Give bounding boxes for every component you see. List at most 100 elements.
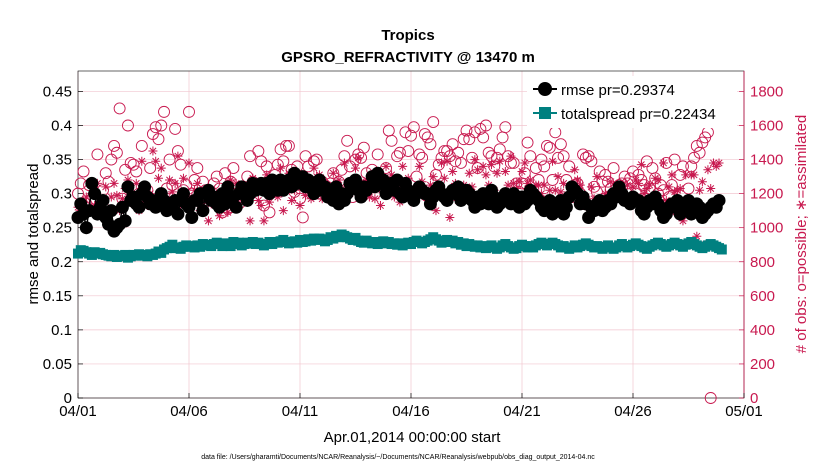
assimilated-obs-point bbox=[167, 187, 177, 197]
assimilated-obs-point bbox=[131, 178, 141, 188]
possible-obs-point bbox=[427, 116, 440, 129]
y-axis-label: rmse and totalspread bbox=[25, 164, 42, 305]
y-tick-label: 0.25 bbox=[43, 220, 72, 237]
assimilated-obs-point bbox=[351, 163, 360, 173]
y-tick-label: 0.2 bbox=[51, 254, 72, 271]
assimilated-obs-point bbox=[439, 173, 449, 183]
possible-obs-point bbox=[341, 134, 354, 147]
possible-obs-point bbox=[113, 102, 126, 115]
rmse-point bbox=[221, 180, 235, 194]
assimilated-obs-point bbox=[192, 178, 202, 188]
y-tick-label: 0.45 bbox=[43, 83, 72, 100]
possible-obs-point bbox=[99, 167, 112, 180]
rmse-point bbox=[121, 180, 135, 194]
x-tick-label: 04/01 bbox=[59, 403, 97, 420]
legend-rmse-label: rmse pr=0.29374 bbox=[561, 82, 675, 99]
assimilated-obs-point bbox=[101, 182, 111, 192]
possible-obs-point bbox=[418, 128, 431, 140]
assimilated-obs-point bbox=[667, 170, 677, 180]
assimilated-obs-point bbox=[223, 207, 233, 217]
possible-obs-point bbox=[518, 167, 531, 180]
assimilated-obs-point bbox=[650, 173, 660, 183]
possible-obs-point bbox=[521, 136, 534, 149]
legend-box bbox=[527, 76, 737, 128]
rmse-point bbox=[196, 204, 210, 218]
possible-obs-point bbox=[327, 167, 340, 180]
y-tick-label: 0.35 bbox=[43, 152, 72, 169]
assimilated-obs-point bbox=[173, 151, 183, 161]
possible-obs-point bbox=[446, 138, 459, 151]
x-tick-label: 04/11 bbox=[282, 403, 318, 420]
assimilated-obs-point bbox=[670, 187, 680, 197]
assimilated-obs-point bbox=[431, 206, 441, 216]
possible-obs-point bbox=[110, 146, 123, 159]
assimilated-obs-point bbox=[539, 180, 549, 190]
y-tick-label: 0.3 bbox=[51, 186, 72, 203]
assimilated-obs-point bbox=[478, 161, 488, 171]
assimilated-obs-point bbox=[550, 185, 560, 195]
assimilated-obs-point bbox=[689, 170, 699, 180]
possible-obs-point bbox=[385, 134, 398, 147]
y2-tick-label: 200 bbox=[750, 356, 775, 373]
possible-obs-point bbox=[488, 160, 501, 173]
y-tick-label: 0.05 bbox=[43, 356, 72, 373]
possible-obs-point bbox=[460, 124, 473, 137]
rmse-point bbox=[185, 210, 199, 224]
rmse-point bbox=[118, 214, 132, 228]
rmse-point bbox=[176, 187, 190, 201]
assimilated-obs-point bbox=[548, 156, 558, 166]
possible-obs-point bbox=[371, 148, 384, 161]
possible-obs-point bbox=[507, 157, 520, 169]
assimilated-obs-point bbox=[470, 155, 480, 165]
assimilated-obs-point bbox=[592, 172, 602, 182]
possible-obs-point bbox=[263, 206, 276, 219]
assimilated-obs-point bbox=[692, 231, 702, 241]
totalspread-point bbox=[716, 244, 727, 255]
y2-tick-label: 1000 bbox=[750, 220, 783, 237]
data-file-caption: data file: /Users/gharamti/Documents/NCA… bbox=[201, 454, 595, 461]
assimilated-obs-point bbox=[506, 151, 516, 161]
x-tick-label: 04/16 bbox=[392, 403, 430, 420]
assimilated-obs-point bbox=[425, 180, 435, 190]
possible-obs-point bbox=[535, 153, 548, 166]
possible-obs-point bbox=[405, 129, 417, 142]
assimilated-obs-point bbox=[112, 190, 122, 200]
assimilated-obs-point bbox=[714, 158, 724, 168]
assimilated-obs-point bbox=[464, 168, 474, 178]
assimilated-obs-point bbox=[370, 194, 380, 204]
assimilated-obs-point bbox=[178, 173, 188, 183]
rmse-point bbox=[229, 200, 243, 214]
possible-obs-point bbox=[191, 162, 204, 175]
y-tick-label: 0.4 bbox=[51, 118, 72, 135]
y2-tick-label: 0 bbox=[750, 390, 758, 407]
assimilated-obs-point bbox=[353, 153, 363, 163]
possible-obs-point bbox=[585, 155, 598, 168]
rmse-point bbox=[171, 207, 185, 221]
possible-obs-point bbox=[668, 153, 681, 166]
y2-tick-label: 1600 bbox=[750, 118, 783, 135]
assimilated-obs-point bbox=[664, 182, 674, 192]
possible-obs-point bbox=[121, 119, 134, 132]
assimilated-obs-point bbox=[117, 194, 127, 204]
possible-obs-point bbox=[108, 139, 121, 152]
x-axis-label: Apr.01,2014 00:00:00 start bbox=[324, 429, 502, 446]
x-tick-label: 04/26 bbox=[614, 403, 652, 420]
possible-obs-point bbox=[455, 157, 467, 169]
possible-obs-point bbox=[577, 148, 589, 161]
possible-obs-point bbox=[124, 157, 137, 169]
assimilated-obs-point bbox=[448, 166, 458, 176]
rmse-point bbox=[138, 180, 152, 194]
assimilated-obs-point bbox=[703, 165, 713, 175]
assimilated-obs-point bbox=[287, 195, 297, 205]
possible-obs-point bbox=[554, 138, 567, 151]
assimilated-obs-point bbox=[309, 163, 319, 173]
assimilated-obs-point bbox=[123, 175, 133, 185]
rmse-point bbox=[132, 200, 146, 214]
assimilated-obs-point bbox=[500, 166, 510, 176]
assimilated-obs-point bbox=[184, 158, 194, 168]
y2-tick-label: 600 bbox=[750, 288, 775, 305]
possible-obs-point bbox=[158, 105, 170, 118]
assimilated-obs-point bbox=[553, 172, 563, 182]
assimilated-obs-point bbox=[387, 170, 397, 180]
